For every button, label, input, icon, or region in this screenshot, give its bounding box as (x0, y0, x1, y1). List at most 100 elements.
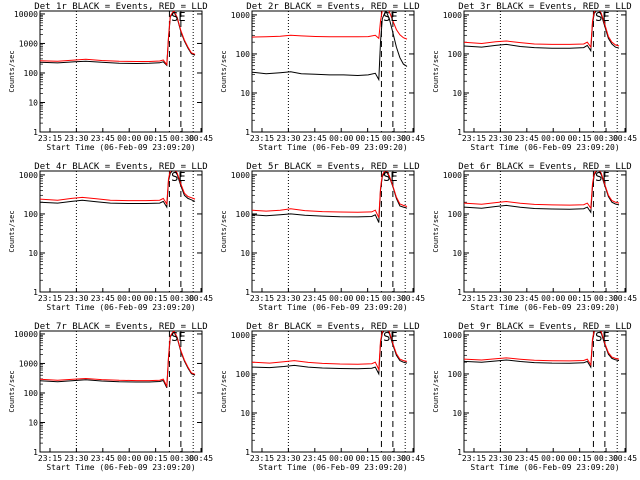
lld-series-line (40, 11, 196, 67)
x-axis-label: Start Time (06-Feb-09 23:09:20) (470, 143, 619, 152)
y-tick-label: 1000 (19, 39, 38, 48)
x-tick-label: 23:30 (64, 134, 88, 143)
x-tick-label: 23:45 (303, 134, 327, 143)
y-axis-label: Counts/sec (432, 210, 440, 252)
x-tick-label: 23:15 (38, 134, 62, 143)
x-tick-label: 00:00 (541, 294, 565, 303)
x-tick-label: 00:00 (117, 454, 141, 463)
x-tick-label: 23:45 (91, 454, 115, 463)
y-tick-label: 1 (33, 128, 38, 137)
y-tick-label: 100 (24, 69, 39, 78)
y-tick-label: 100 (236, 50, 251, 59)
x-tick-label: 23:30 (276, 134, 300, 143)
lld-series-line (464, 11, 620, 49)
plot-frame (463, 170, 627, 293)
lld-series-line (464, 171, 620, 210)
y-axis-label: Counts/sec (8, 370, 16, 412)
x-tick-label: 23:30 (276, 294, 300, 303)
x-tick-label: 00:15 (144, 134, 168, 143)
x-tick-label: 00:00 (329, 134, 353, 143)
lld-series-line (252, 171, 408, 218)
x-tick-label: 23:15 (250, 294, 274, 303)
panel-title: Det 1r BLACK = Events, RED = LLD (34, 2, 207, 12)
x-tick-label: 23:45 (91, 294, 115, 303)
series-group (40, 331, 196, 389)
panel-title: Det 2r BLACK = Events, RED = LLD (246, 2, 419, 12)
plot-frame (463, 330, 627, 453)
y-axis-label: Counts/sec (220, 50, 228, 92)
x-tick-label: 00:00 (117, 134, 141, 143)
y-axis-label: Counts/sec (8, 50, 16, 92)
x-tick-label: 00:45 (401, 134, 425, 143)
se-marker-label: SE (171, 170, 185, 184)
lld-series-line (40, 171, 196, 206)
x-tick-label: 00:30 (382, 454, 406, 463)
x-tick-label: 00:45 (189, 294, 213, 303)
x-tick-label: 00:00 (329, 294, 353, 303)
y-tick-label: 10 (452, 89, 462, 98)
y-tick-label: 10 (240, 249, 250, 258)
x-tick-label: 23:45 (303, 454, 327, 463)
x-tick-label: 23:30 (488, 134, 512, 143)
y-tick-label: 1 (245, 448, 250, 457)
se-marker-label: SE (383, 330, 397, 344)
y-tick-label: 10 (28, 418, 38, 427)
series-group (464, 331, 620, 369)
y-tick-label: 1 (457, 288, 462, 297)
y-tick-label: 10 (452, 249, 462, 258)
plot-frame (39, 330, 203, 453)
x-tick-label: 23:15 (250, 454, 274, 463)
series-group (464, 171, 620, 214)
x-tick-label: 23:30 (276, 454, 300, 463)
y-tick-label: 1 (457, 448, 462, 457)
x-tick-label: 23:45 (515, 294, 539, 303)
x-tick-label: 00:45 (189, 454, 213, 463)
panel-title: Det 5r BLACK = Events, RED = LLD (246, 162, 419, 172)
y-axis-label: Counts/sec (432, 370, 440, 412)
panel-title: Det 8r BLACK = Events, RED = LLD (246, 322, 419, 332)
x-tick-label: 23:45 (91, 134, 115, 143)
y-tick-label: 10000 (14, 330, 38, 339)
x-tick-label: 23:30 (64, 454, 88, 463)
x-tick-label: 23:15 (250, 134, 274, 143)
x-tick-label: 00:15 (568, 294, 592, 303)
x-tick-label: 00:45 (613, 134, 637, 143)
x-tick-label: 00:30 (382, 134, 406, 143)
x-tick-label: 23:15 (462, 454, 486, 463)
x-tick-label: 00:15 (568, 454, 592, 463)
plot-frame (463, 10, 627, 133)
lld-series-line (252, 331, 408, 372)
x-tick-label: 00:30 (170, 294, 194, 303)
plot-frame (39, 170, 203, 293)
se-marker-label: SE (595, 170, 609, 184)
se-marker-label: SE (383, 170, 397, 184)
x-tick-label: 23:15 (38, 294, 62, 303)
x-tick-label: 00:30 (170, 454, 194, 463)
events-series-line (464, 331, 620, 369)
y-tick-label: 100 (236, 370, 251, 379)
x-tick-label: 00:30 (170, 134, 194, 143)
x-tick-label: 00:45 (613, 454, 637, 463)
x-tick-label: 23:15 (462, 294, 486, 303)
panel-title: Det 4r BLACK = Events, RED = LLD (34, 162, 207, 172)
y-tick-label: 1000 (19, 359, 38, 368)
y-tick-label: 10 (240, 409, 250, 418)
detector-panel: Det 1r BLACK = Events, RED = LLD10000100… (8, 2, 213, 152)
y-tick-label: 1 (33, 288, 38, 297)
x-tick-label: 23:30 (488, 294, 512, 303)
series-group (464, 11, 620, 53)
y-tick-label: 1000 (19, 171, 38, 180)
x-axis-label: Start Time (06-Feb-09 23:09:20) (46, 143, 195, 152)
plot-frame (251, 330, 415, 453)
x-tick-label: 23:15 (38, 454, 62, 463)
panel-title: Det 9r BLACK = Events, RED = LLD (458, 322, 631, 332)
x-tick-label: 00:00 (117, 294, 141, 303)
x-tick-label: 00:15 (356, 294, 380, 303)
se-marker-label: SE (383, 10, 397, 24)
y-tick-label: 10 (240, 89, 250, 98)
